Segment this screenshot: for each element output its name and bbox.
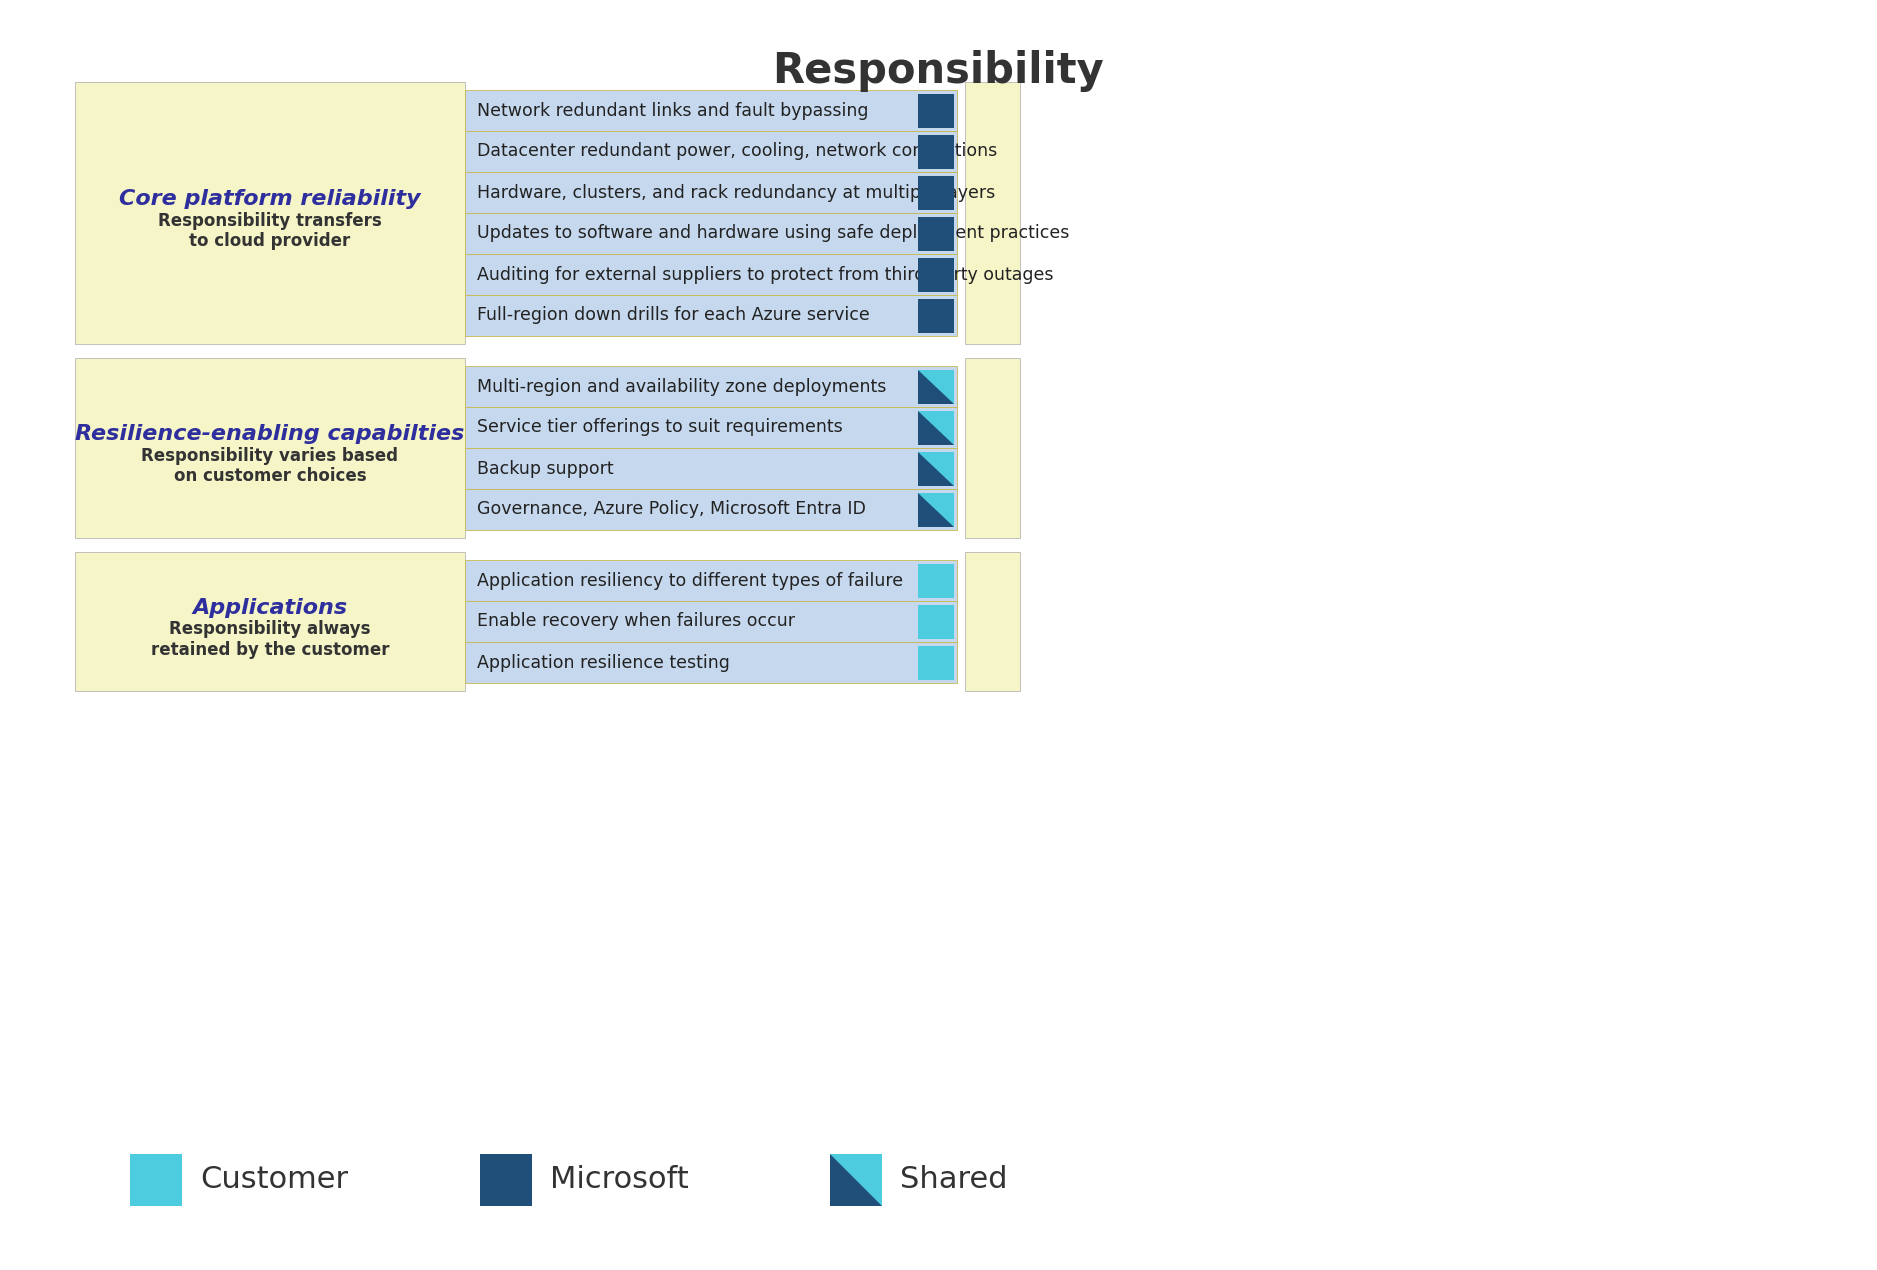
Bar — [75, 83, 465, 344]
Bar — [465, 560, 957, 601]
Bar — [918, 493, 954, 527]
Text: Responsibility always
retained by the customer: Responsibility always retained by the cu… — [150, 620, 389, 659]
Bar — [918, 370, 954, 404]
Text: Customer: Customer — [201, 1166, 347, 1195]
Text: Backup support: Backup support — [477, 460, 614, 478]
Bar — [465, 601, 957, 643]
Bar — [75, 552, 465, 691]
Text: Responsibility transfers
to cloud provider: Responsibility transfers to cloud provid… — [158, 212, 381, 250]
Bar — [465, 406, 957, 448]
Bar — [918, 94, 954, 127]
Text: Responsibility: Responsibility — [773, 50, 1104, 91]
Text: Responsibility varies based
on customer choices: Responsibility varies based on customer … — [141, 447, 398, 485]
Bar — [965, 83, 1019, 344]
Polygon shape — [918, 410, 954, 444]
Text: Auditing for external suppliers to protect from third-party outages: Auditing for external suppliers to prote… — [477, 265, 1053, 283]
Bar — [465, 448, 957, 489]
Bar — [465, 213, 957, 254]
Bar — [918, 410, 954, 444]
Polygon shape — [830, 1154, 882, 1206]
Bar — [918, 452, 954, 485]
Bar — [918, 258, 954, 292]
Bar — [830, 1154, 882, 1206]
Text: Microsoft: Microsoft — [550, 1166, 689, 1195]
Bar — [130, 1154, 182, 1206]
Text: Application resiliency to different types of failure: Application resiliency to different type… — [477, 572, 903, 589]
Text: Governance, Azure Policy, Microsoft Entra ID: Governance, Azure Policy, Microsoft Entr… — [477, 500, 865, 518]
Bar — [918, 216, 954, 250]
Text: Full-region down drills for each Azure service: Full-region down drills for each Azure s… — [477, 306, 869, 325]
Text: Shared: Shared — [899, 1166, 1008, 1195]
Text: Hardware, clusters, and rack redundancy at multiple layers: Hardware, clusters, and rack redundancy … — [477, 183, 995, 202]
Bar — [465, 254, 957, 295]
Polygon shape — [918, 452, 954, 485]
Text: Service tier offerings to suit requirements: Service tier offerings to suit requireme… — [477, 419, 843, 437]
Bar — [918, 135, 954, 169]
Bar — [918, 564, 954, 597]
Bar — [965, 358, 1019, 538]
Bar — [465, 295, 957, 337]
Bar — [465, 643, 957, 683]
Bar — [918, 605, 954, 639]
Bar — [465, 171, 957, 213]
Bar — [465, 489, 957, 530]
Bar — [465, 90, 957, 131]
Text: Multi-region and availability zone deployments: Multi-region and availability zone deplo… — [477, 377, 886, 395]
Text: Datacenter redundant power, cooling, network connections: Datacenter redundant power, cooling, net… — [477, 142, 997, 160]
Text: Resilience-enabling capabilties: Resilience-enabling capabilties — [75, 424, 465, 444]
Bar — [918, 645, 954, 679]
Bar — [965, 552, 1019, 691]
Text: Enable recovery when failures occur: Enable recovery when failures occur — [477, 612, 796, 630]
Bar — [465, 366, 957, 406]
Bar — [918, 175, 954, 210]
Text: Core platform reliability: Core platform reliability — [118, 189, 420, 210]
Polygon shape — [918, 370, 954, 404]
Bar — [481, 1154, 531, 1206]
Text: Applications: Applications — [193, 597, 347, 617]
Polygon shape — [918, 493, 954, 527]
Text: Updates to software and hardware using safe deployment practices: Updates to software and hardware using s… — [477, 225, 1070, 243]
Text: Application resilience testing: Application resilience testing — [477, 654, 730, 672]
Bar — [918, 298, 954, 333]
Bar — [465, 131, 957, 171]
Text: Network redundant links and fault bypassing: Network redundant links and fault bypass… — [477, 102, 869, 119]
Bar — [75, 358, 465, 538]
